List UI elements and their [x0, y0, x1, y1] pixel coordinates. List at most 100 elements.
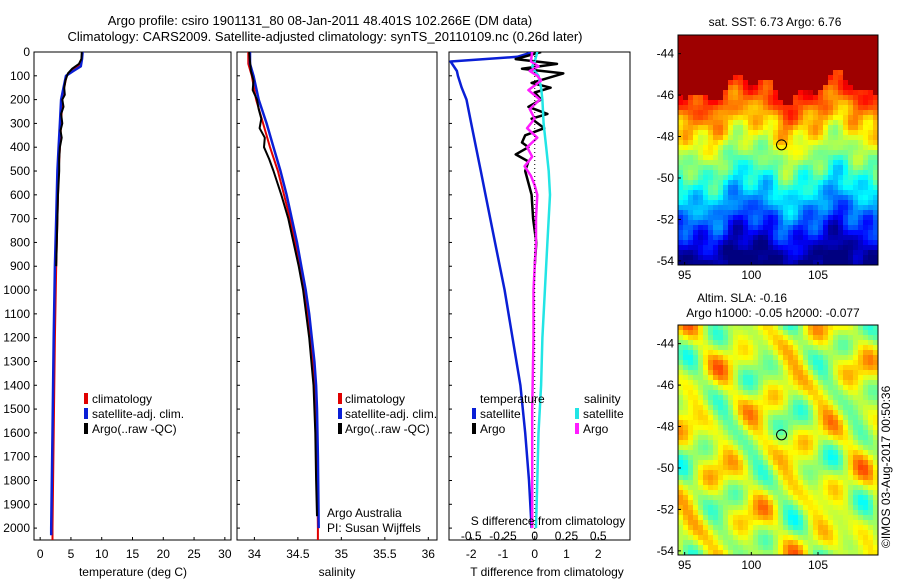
map-cell — [713, 440, 719, 446]
map-cell — [783, 410, 789, 416]
map-cell — [768, 105, 774, 111]
map-cell — [713, 350, 719, 356]
map-cell — [788, 35, 794, 41]
map-cell — [678, 55, 684, 61]
map-cell — [868, 550, 874, 556]
map-cell — [778, 50, 784, 56]
map-cell — [778, 405, 784, 411]
map-cell — [848, 70, 854, 76]
map-cell — [783, 540, 789, 546]
map-cell — [738, 530, 744, 536]
map-cell — [788, 525, 794, 531]
map-cell — [873, 385, 879, 391]
map-cell — [818, 190, 824, 196]
map-cell — [688, 390, 694, 396]
map-cell — [723, 355, 729, 361]
map-cell — [708, 400, 714, 406]
map-cell — [718, 125, 724, 131]
map-cell — [863, 365, 869, 371]
map-cell — [848, 185, 854, 191]
map-cell — [828, 460, 834, 466]
map-cell — [748, 455, 754, 461]
map-cell — [858, 530, 864, 536]
map-cell — [763, 160, 769, 166]
map-cell — [743, 550, 749, 556]
map-cell — [683, 215, 689, 221]
map-cell — [743, 85, 749, 91]
map-cell — [768, 195, 774, 201]
map-cell — [733, 195, 739, 201]
map-cell — [683, 370, 689, 376]
map-cell — [763, 360, 769, 366]
map-cell — [838, 450, 844, 456]
map-cell — [828, 330, 834, 336]
map-cell — [753, 95, 759, 101]
map-cell — [793, 60, 799, 66]
map-cell — [683, 340, 689, 346]
map-cell — [803, 350, 809, 356]
map-cell — [818, 495, 824, 501]
map-cell — [698, 420, 704, 426]
map-cell — [743, 365, 749, 371]
map-cell — [678, 210, 684, 216]
map-cell — [758, 385, 764, 391]
map-cell — [763, 200, 769, 206]
map-cell — [873, 180, 879, 186]
map-cell — [693, 250, 699, 256]
map-cell — [823, 450, 829, 456]
map-cell — [783, 105, 789, 111]
map-cell — [723, 215, 729, 221]
map-cell — [728, 140, 734, 146]
map-cell — [868, 530, 874, 536]
temperature-tick-label: 30 — [218, 547, 232, 561]
map-cell — [728, 350, 734, 356]
map-cell — [783, 240, 789, 246]
map-cell — [843, 395, 849, 401]
map-cell — [743, 75, 749, 81]
map-cell — [773, 425, 779, 431]
map-cell — [778, 160, 784, 166]
map-cell — [838, 205, 844, 211]
map-cell — [768, 40, 774, 46]
map-cell — [848, 95, 854, 101]
map-cell — [718, 245, 724, 251]
map-cell — [838, 115, 844, 121]
map-cell — [723, 390, 729, 396]
map-cell — [708, 195, 714, 201]
map-cell — [738, 195, 744, 201]
map-cell — [688, 365, 694, 371]
map-cell — [743, 110, 749, 116]
map-cell — [703, 345, 709, 351]
map-cell — [863, 525, 869, 531]
map-cell — [773, 480, 779, 486]
map-cell — [793, 170, 799, 176]
map-cell — [848, 80, 854, 86]
map-cell — [788, 205, 794, 211]
map-cell — [728, 435, 734, 441]
map-cell — [823, 520, 829, 526]
map-cell — [813, 350, 819, 356]
map-cell — [698, 130, 704, 136]
map-cell — [708, 500, 714, 506]
map-cell — [833, 425, 839, 431]
map-cell — [803, 215, 809, 221]
map-cell — [863, 510, 869, 516]
map-cell — [858, 55, 864, 61]
map-cell — [713, 335, 719, 341]
map-cell — [773, 405, 779, 411]
t-difference-tick-label: 0 — [531, 547, 538, 561]
map-cell — [863, 335, 869, 341]
map-cell — [728, 80, 734, 86]
map-cell — [863, 170, 869, 176]
map-cell — [763, 485, 769, 491]
map-cell — [688, 515, 694, 521]
map-cell — [733, 385, 739, 391]
map-cell — [713, 80, 719, 86]
map-cell — [723, 325, 729, 331]
map-cell — [728, 430, 734, 436]
map-cell — [723, 50, 729, 56]
map-cell — [683, 475, 689, 481]
map-cell — [773, 475, 779, 481]
map-cell — [743, 500, 749, 506]
map-cell — [858, 505, 864, 511]
